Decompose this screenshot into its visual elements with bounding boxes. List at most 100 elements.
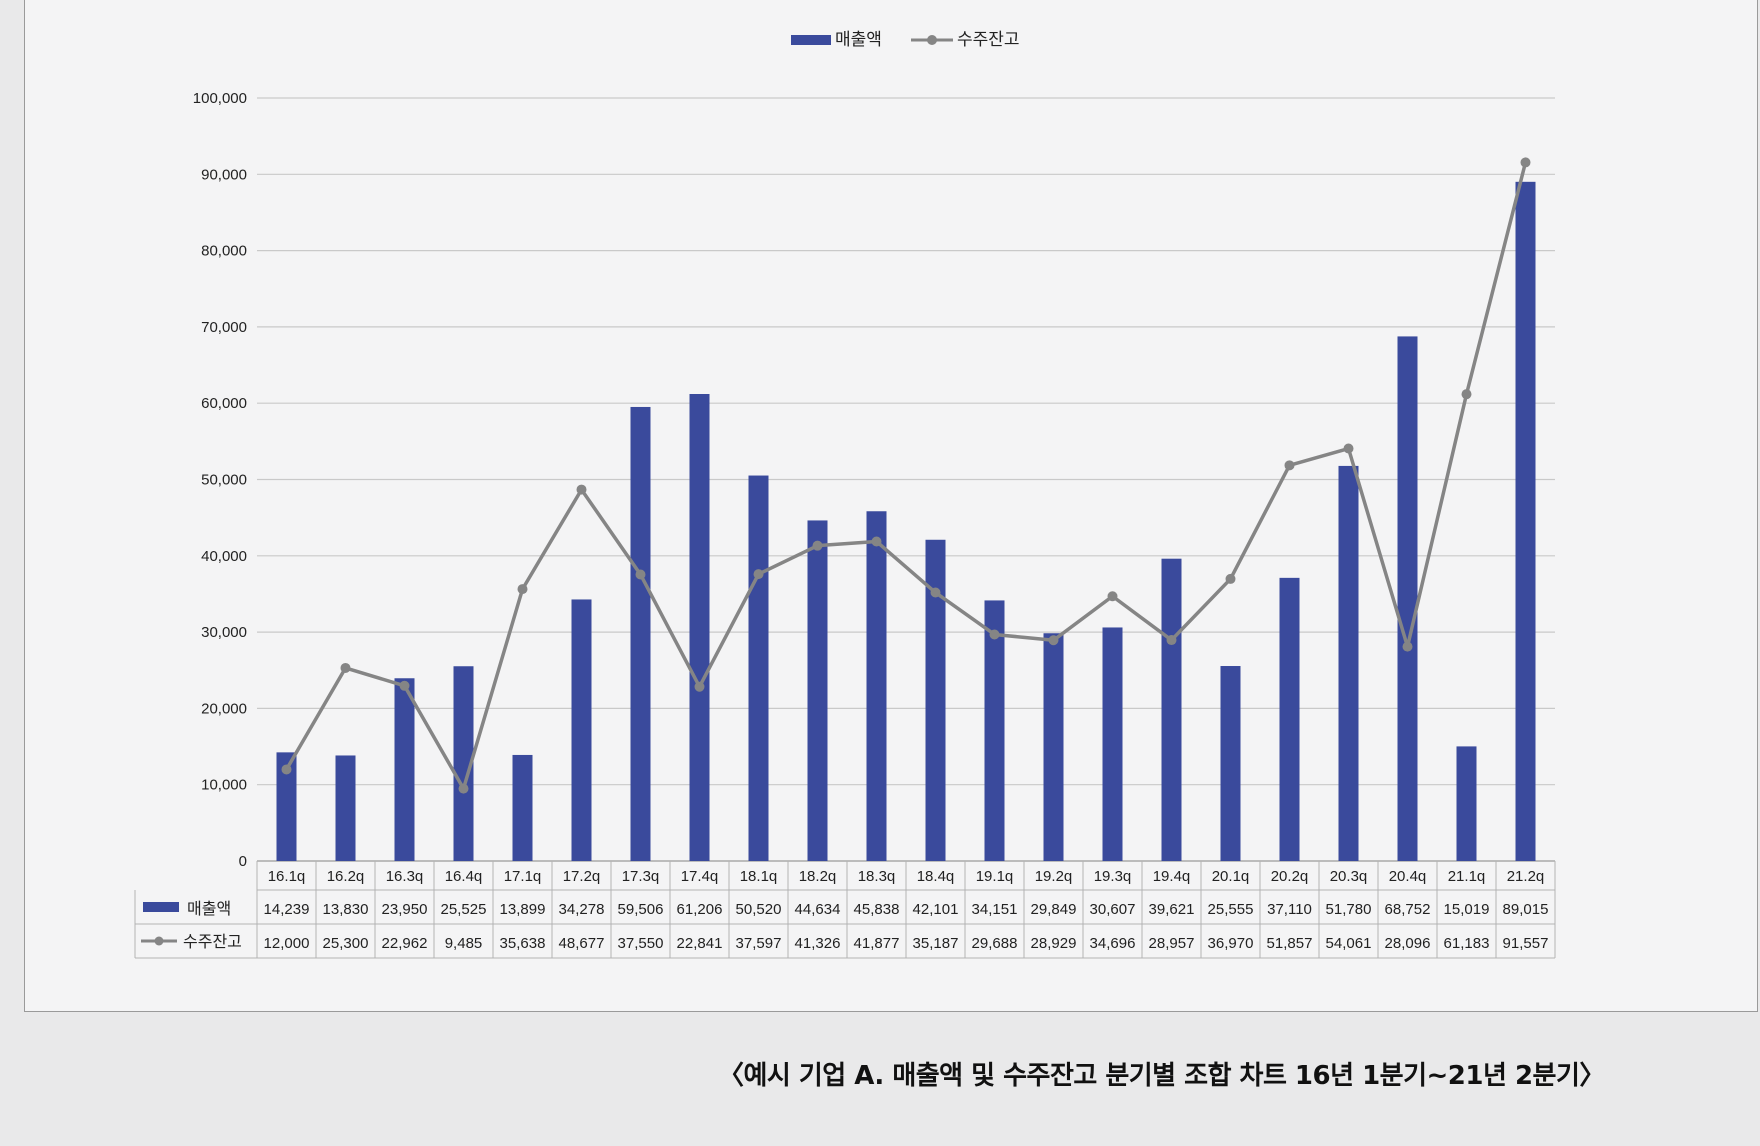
bar-19.4q bbox=[1161, 558, 1182, 861]
point-20.1q bbox=[1225, 573, 1236, 584]
table-cell-sales: 44,634 bbox=[795, 901, 841, 918]
table-key-sales bbox=[143, 902, 179, 912]
x-tick-label: 19.2q bbox=[1035, 868, 1073, 885]
y-tick-label: 30,000 bbox=[201, 624, 247, 641]
point-16.4q bbox=[458, 783, 469, 794]
point-21.1q bbox=[1461, 389, 1472, 400]
table-cell-backlog: 22,962 bbox=[382, 935, 428, 952]
table-cell-backlog: 61,183 bbox=[1444, 935, 1490, 952]
y-tick-label: 50,000 bbox=[201, 472, 247, 489]
bar-series-sales bbox=[276, 181, 1536, 861]
table-cell-backlog: 9,485 bbox=[445, 935, 483, 952]
x-tick-label: 17.1q bbox=[504, 868, 542, 885]
y-tick-label: 60,000 bbox=[201, 395, 247, 412]
table-cell-sales: 23,950 bbox=[382, 901, 428, 918]
x-tick-label: 18.1q bbox=[740, 868, 778, 885]
bar-21.2q bbox=[1515, 181, 1536, 861]
chart-frame: 0 10,000 20,000 30,000 40,000 50,000 60,000 70,… bbox=[24, 0, 1758, 1012]
table-cell-backlog: 25,300 bbox=[323, 935, 369, 952]
x-tick-label: 18.2q bbox=[799, 868, 837, 885]
table-cell-sales: 68,752 bbox=[1385, 901, 1431, 918]
table-cell-backlog: 22,841 bbox=[677, 935, 723, 952]
table-cell-backlog: 28,096 bbox=[1385, 935, 1431, 952]
bar-20.4q bbox=[1397, 336, 1418, 861]
table-cell-sales: 29,849 bbox=[1031, 901, 1077, 918]
point-17.3q bbox=[635, 569, 646, 580]
line-series-backlog bbox=[281, 157, 1531, 794]
table-cell-backlog: 35,638 bbox=[500, 935, 546, 952]
table-cell-backlog: 35,187 bbox=[913, 935, 959, 952]
point-16.3q bbox=[399, 680, 410, 691]
legend-label-backlog: 수주잔고 bbox=[957, 30, 1020, 50]
table-cell-sales: 15,019 bbox=[1444, 901, 1490, 918]
table-cell-sales: 34,151 bbox=[972, 901, 1018, 918]
table-cell-sales: 34,278 bbox=[559, 901, 605, 918]
table-cell-sales: 13,830 bbox=[323, 901, 369, 918]
x-tick-label: 20.3q bbox=[1330, 868, 1368, 885]
table-cell-sales: 13,899 bbox=[500, 901, 546, 918]
bar-19.3q bbox=[1102, 627, 1123, 861]
point-19.4q bbox=[1166, 635, 1177, 646]
bar-16.4q bbox=[453, 666, 474, 861]
bar-18.3q bbox=[866, 511, 887, 861]
table-cell-sales: 39,621 bbox=[1149, 901, 1195, 918]
bar-18.2q bbox=[807, 520, 828, 861]
bar-19.2q bbox=[1043, 633, 1064, 861]
point-19.2q bbox=[1048, 635, 1059, 646]
bar-16.2q bbox=[335, 755, 356, 861]
table-cell-backlog: 29,688 bbox=[972, 935, 1018, 952]
bar-16.1q bbox=[276, 752, 297, 861]
x-tick-label: 17.4q bbox=[681, 868, 719, 885]
y-tick-label: 40,000 bbox=[201, 548, 247, 565]
x-tick-label: 18.3q bbox=[858, 868, 896, 885]
point-18.3q bbox=[871, 536, 882, 547]
table-cell-backlog: 48,677 bbox=[559, 935, 605, 952]
y-tick-label: 90,000 bbox=[201, 166, 247, 183]
point-16.2q bbox=[340, 662, 351, 673]
table-cell-sales: 51,780 bbox=[1326, 901, 1372, 918]
table-cell-backlog: 41,326 bbox=[795, 935, 841, 952]
point-17.2q bbox=[576, 484, 587, 495]
bar-16.3q bbox=[394, 678, 415, 861]
legend-swatch-sales bbox=[791, 35, 831, 45]
bar-18.4q bbox=[925, 539, 946, 861]
x-tick-label: 20.4q bbox=[1389, 868, 1427, 885]
table-cell-backlog: 51,857 bbox=[1267, 935, 1313, 952]
y-tick-label: 80,000 bbox=[201, 243, 247, 260]
x-tick-label: 16.1q bbox=[268, 868, 306, 885]
table-cell-sales: 45,838 bbox=[854, 901, 900, 918]
y-tick-label: 0 bbox=[239, 853, 247, 870]
table-cell-sales: 89,015 bbox=[1503, 901, 1549, 918]
bar-17.2q bbox=[571, 599, 592, 861]
table-cell-backlog: 91,557 bbox=[1503, 935, 1549, 952]
table-cell-sales: 59,506 bbox=[618, 901, 664, 918]
x-tick-label: 16.3q bbox=[386, 868, 424, 885]
table-cell-sales: 50,520 bbox=[736, 901, 782, 918]
bar-17.3q bbox=[630, 406, 651, 861]
x-tick-label: 17.3q bbox=[622, 868, 660, 885]
table-cell-backlog: 36,970 bbox=[1208, 935, 1254, 952]
table-cell-sales: 14,239 bbox=[264, 901, 310, 918]
point-18.2q bbox=[812, 540, 823, 551]
table-cell-backlog: 37,550 bbox=[618, 935, 664, 952]
table-cell-backlog: 28,957 bbox=[1149, 935, 1195, 952]
legend-label-sales: 매출액 bbox=[835, 30, 882, 50]
bar-17.4q bbox=[689, 393, 710, 861]
table-cell-sales: 37,110 bbox=[1267, 901, 1312, 918]
point-20.2q bbox=[1284, 460, 1295, 471]
x-tick-label: 18.4q bbox=[917, 868, 955, 885]
table-cell-backlog: 41,877 bbox=[854, 935, 900, 952]
bar-17.1q bbox=[512, 754, 533, 861]
bar-21.1q bbox=[1456, 746, 1477, 861]
data-table: 16.1q 14,239 12,000 16.2q 13,830 25,300 16.3q 2… bbox=[134, 861, 1556, 959]
y-tick-label: 70,000 bbox=[201, 319, 247, 336]
point-19.3q bbox=[1107, 591, 1118, 602]
point-17.1q bbox=[517, 584, 528, 595]
point-18.4q bbox=[930, 587, 941, 598]
bar-18.1q bbox=[748, 475, 769, 861]
point-19.1q bbox=[989, 629, 1000, 640]
point-20.3q bbox=[1343, 443, 1354, 454]
x-tick-label: 16.4q bbox=[445, 868, 483, 885]
x-tick-label: 19.1q bbox=[976, 868, 1014, 885]
point-16.1q bbox=[281, 764, 292, 775]
